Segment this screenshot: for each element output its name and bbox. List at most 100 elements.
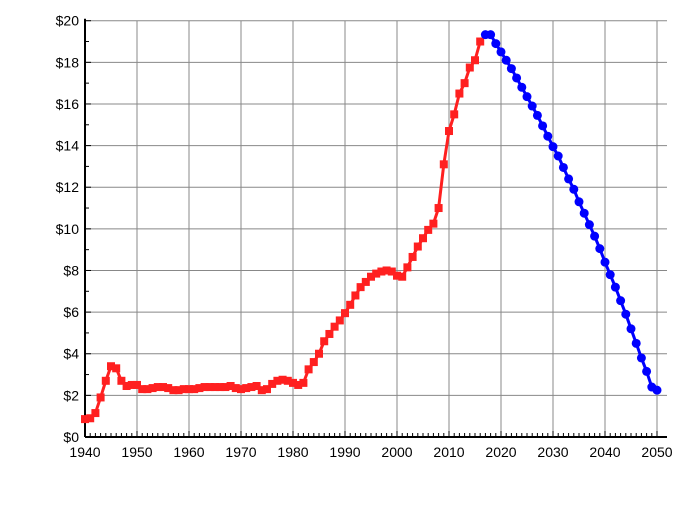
data-point	[294, 380, 303, 389]
data-point	[143, 385, 152, 394]
data-point	[320, 337, 329, 346]
x-tick-label: 1990	[329, 444, 360, 460]
data-point	[429, 219, 438, 228]
grid	[85, 20, 667, 437]
data-point	[268, 379, 277, 388]
data-point	[330, 322, 339, 331]
data-point	[600, 257, 610, 267]
data-point	[471, 56, 479, 65]
data-point	[522, 92, 532, 102]
y-tick-label: $4	[63, 346, 79, 362]
data-point	[101, 376, 110, 385]
y-tick-label: $14	[56, 138, 80, 154]
y-tick-label: $0	[63, 429, 79, 445]
y-tick-label: $6	[63, 304, 79, 320]
data-point	[372, 269, 381, 278]
data-point	[455, 89, 464, 98]
data-point	[579, 208, 589, 218]
data-point	[107, 362, 115, 371]
data-point	[252, 382, 261, 391]
x-tick-label: 2050	[641, 444, 672, 460]
data-point	[81, 415, 89, 424]
data-point	[278, 375, 287, 384]
y-tick-labels: $0 $2 $4 $6 $8 $10 $12 $14 $16 $18 $20	[56, 13, 80, 445]
y-tick-label: $12	[56, 179, 80, 195]
data-point	[543, 131, 553, 141]
data-point	[263, 385, 271, 394]
data-point	[408, 252, 417, 261]
y-tick-label: $16	[56, 96, 80, 112]
data-point	[304, 365, 313, 374]
data-point	[621, 309, 631, 319]
x-tick-label: 2040	[589, 444, 620, 460]
data-point	[538, 121, 548, 131]
data-point	[636, 353, 646, 363]
y-tick-label: $20	[56, 13, 80, 29]
data-point	[190, 385, 199, 394]
data-point	[325, 329, 334, 338]
data-point	[584, 220, 594, 230]
x-tick-label: 2010	[433, 444, 464, 460]
y-tick-label: $18	[56, 54, 80, 70]
data-point	[382, 266, 391, 275]
data-point	[424, 225, 433, 234]
data-point	[564, 174, 574, 184]
data-point	[506, 64, 516, 74]
data-point	[205, 383, 214, 392]
data-point	[393, 271, 401, 280]
data-point	[315, 349, 323, 358]
data-point	[491, 39, 501, 49]
x-tick-label: 1960	[173, 444, 204, 460]
data-point	[164, 384, 173, 393]
data-point	[517, 82, 527, 92]
data-point	[283, 376, 292, 385]
data-point	[574, 197, 584, 207]
data-point	[127, 380, 136, 389]
data-point	[169, 386, 178, 395]
data-point	[548, 142, 558, 152]
data-point	[553, 151, 563, 161]
data-point	[216, 383, 225, 392]
series-0	[81, 37, 485, 424]
data-point	[610, 282, 620, 292]
data-point	[465, 63, 474, 72]
data-point	[112, 364, 121, 373]
data-point	[361, 277, 370, 286]
data-point	[247, 383, 256, 392]
data-point	[450, 110, 459, 119]
data-point	[153, 383, 162, 392]
data-point	[590, 231, 600, 241]
data-point	[226, 382, 235, 391]
data-point	[200, 383, 209, 392]
data-point	[595, 244, 605, 254]
data-point	[195, 384, 204, 393]
data-point	[257, 386, 266, 395]
data-point	[185, 385, 193, 394]
data-point	[532, 110, 542, 120]
x-tick-label: 1980	[277, 444, 308, 460]
data-point	[341, 309, 349, 318]
data-point	[133, 380, 141, 389]
data-point	[476, 37, 485, 46]
data-point	[117, 376, 126, 385]
data-point	[179, 385, 188, 394]
data-point	[527, 101, 537, 111]
data-point	[512, 73, 522, 83]
data-point	[242, 384, 251, 393]
data-point	[558, 162, 568, 172]
data-point	[231, 384, 240, 393]
data-point	[138, 385, 147, 394]
data-point	[445, 127, 453, 136]
data-point	[486, 30, 496, 40]
data-point	[631, 338, 641, 348]
data-point	[91, 409, 100, 418]
data-point	[122, 382, 131, 391]
x-tick-label: 1970	[225, 444, 256, 460]
data-point	[377, 267, 386, 276]
y-tick-label: $8	[63, 262, 79, 278]
data-point	[211, 383, 219, 392]
x-tick-label: 2000	[381, 444, 412, 460]
data-point	[569, 184, 579, 194]
x-tick-label: 1950	[121, 444, 152, 460]
